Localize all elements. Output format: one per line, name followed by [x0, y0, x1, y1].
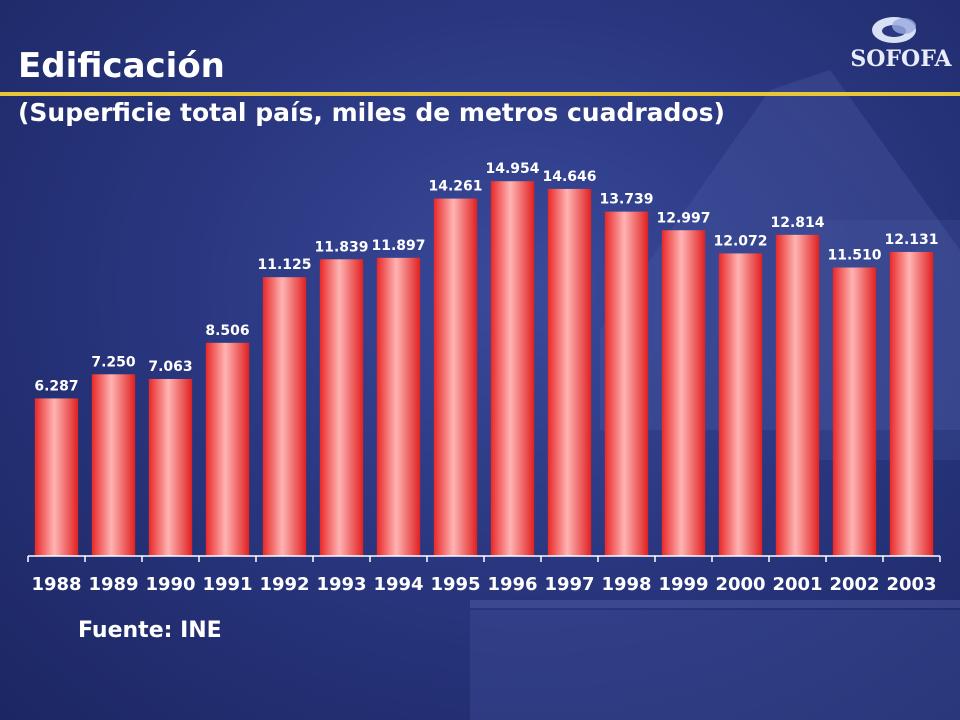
- x-tick-label-1992: 1992: [259, 574, 309, 595]
- value-label-1992: 11.125: [257, 257, 311, 273]
- logo-emblem-icon: [872, 17, 916, 43]
- x-tick-label-2000: 2000: [715, 574, 765, 595]
- chart-subtitle: (Superficie total país, miles de metros …: [18, 98, 725, 127]
- x-tick-label-1989: 1989: [88, 574, 138, 595]
- bar-2003: [889, 251, 934, 556]
- x-tick-label-2001: 2001: [772, 574, 822, 595]
- value-label-1989: 7.250: [91, 354, 136, 370]
- x-tick-label-2002: 2002: [829, 574, 879, 595]
- title-divider: [0, 92, 960, 96]
- value-label-1996: 14.954: [485, 161, 539, 177]
- x-axis-labels: 1988 1989 1990 1991 1992 1993 1994 1995 1996 1997…: [31, 574, 936, 595]
- value-label-1993: 11.839: [314, 239, 368, 255]
- value-label-1990: 7.063: [148, 359, 192, 375]
- value-label-2001: 12.814: [770, 215, 824, 231]
- bar-1996: [490, 181, 535, 556]
- value-label-2002: 11.510: [827, 248, 881, 264]
- x-tick-label-2003: 2003: [886, 574, 936, 595]
- source-note: Fuente: INE: [78, 618, 222, 643]
- value-label-2003: 12.131: [884, 232, 938, 248]
- bar-1989: [91, 374, 136, 556]
- bar-1992: [262, 277, 307, 556]
- value-label-1999: 12.997: [656, 210, 710, 226]
- value-label-1994: 11.897: [371, 238, 425, 254]
- value-label-2000: 12.072: [713, 233, 767, 249]
- x-tick-label-1995: 1995: [430, 574, 480, 595]
- x-tick-label-1997: 1997: [544, 574, 594, 595]
- bar-1995: [433, 198, 478, 557]
- sofofa-logo: SOFOFA: [846, 10, 956, 76]
- x-tick-label-1998: 1998: [601, 574, 651, 595]
- bar-1990: [148, 378, 193, 556]
- x-tick-label-1996: 1996: [487, 574, 537, 595]
- x-tick-label-1999: 1999: [658, 574, 708, 595]
- bar-2001: [775, 234, 820, 556]
- bar-2000: [718, 253, 763, 556]
- value-label-1995: 14.261: [428, 179, 482, 195]
- logo-text: SOFOFA: [850, 46, 952, 72]
- bar-1999: [661, 230, 706, 556]
- x-tick-label-1988: 1988: [31, 574, 81, 595]
- x-tick-label-1994: 1994: [373, 574, 423, 595]
- bar-1991: [205, 342, 250, 556]
- bar-1998: [604, 211, 649, 556]
- value-label-1998: 13.739: [599, 192, 653, 208]
- x-axis-ticks: [27, 556, 941, 562]
- x-tick-label-1990: 1990: [145, 574, 195, 595]
- bar-1993: [319, 259, 364, 556]
- x-tick-label-1993: 1993: [316, 574, 366, 595]
- value-label-1991: 8.506: [205, 323, 249, 339]
- bar-2002: [832, 267, 877, 556]
- value-label-1997: 14.646: [542, 169, 596, 185]
- value-label-1988: 6.287: [34, 378, 78, 394]
- bar-1988: [34, 398, 79, 556]
- bar-1997: [547, 188, 592, 556]
- bar-1994: [376, 257, 421, 556]
- bar-group: [34, 181, 934, 557]
- page-title: Edificación: [18, 46, 225, 86]
- x-tick-label-1991: 1991: [202, 574, 252, 595]
